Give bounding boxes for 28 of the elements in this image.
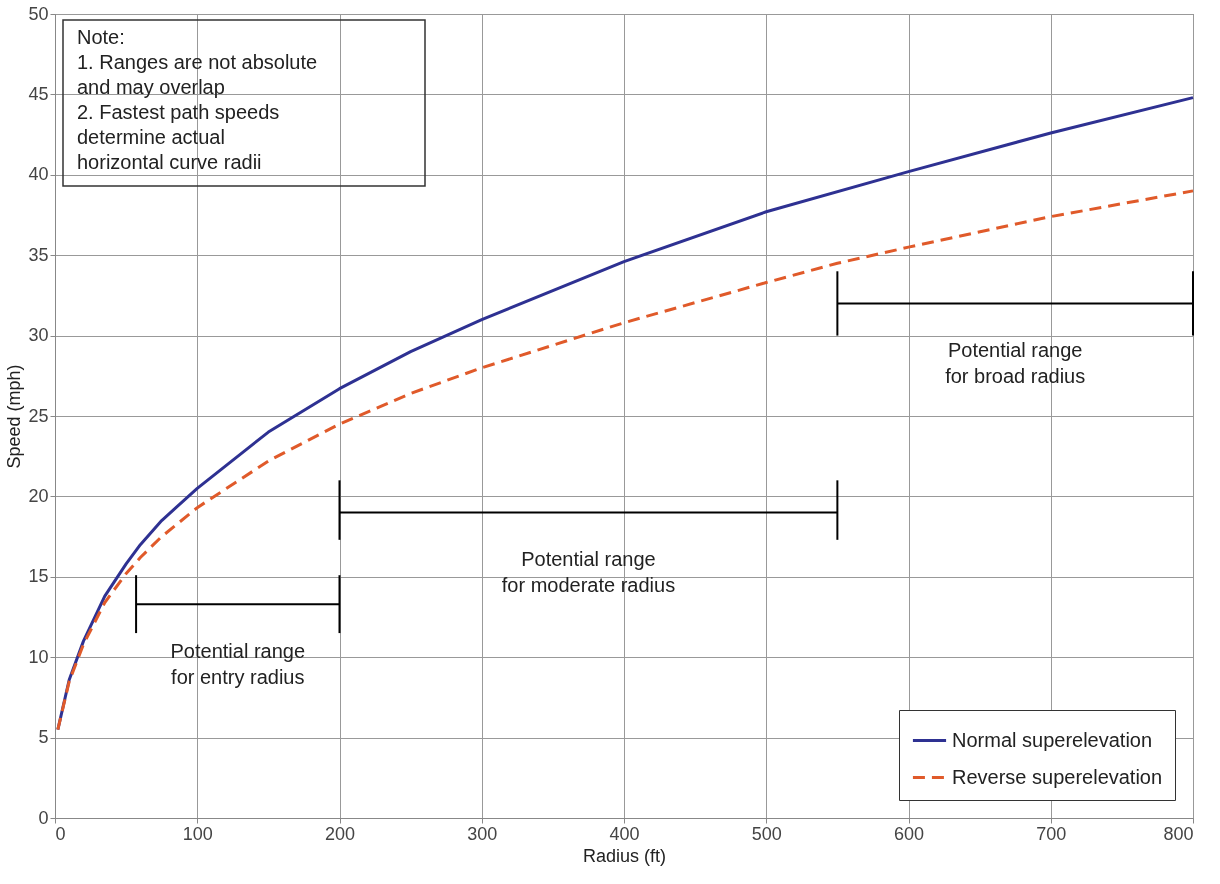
y-tick-label: 25 <box>28 405 49 426</box>
x-tick-label: 200 <box>324 823 356 844</box>
x-tick-label: 500 <box>751 823 782 844</box>
x-tick-label: 0 <box>55 823 66 844</box>
y-tick-label: 45 <box>28 83 49 104</box>
y-tick-label: 50 <box>28 3 49 24</box>
x-axis-title: Radius (ft) <box>582 845 667 866</box>
y-tick-label: 40 <box>28 164 49 185</box>
x-tick-label: 800 <box>1163 823 1194 844</box>
annotation: Potential range for moderate radius <box>501 548 676 597</box>
annotation: Note: 1. Ranges are not absolute and may overlap 2. Fastest path speeds determine actual horizontal curve radii <box>77 26 318 173</box>
legend-label: Normal superelevation <box>952 728 1153 751</box>
y-tick-label: 30 <box>28 325 49 346</box>
y-tick-label: 0 <box>38 807 49 828</box>
x-tick-label: 100 <box>182 823 213 844</box>
x-tick-label: 400 <box>609 823 640 844</box>
y-axis-title: Speed (mph) <box>4 364 25 469</box>
annotation: Potential range for broad radius <box>945 339 1086 388</box>
x-tick-label: 700 <box>1036 823 1067 844</box>
y-tick-label: 35 <box>28 244 49 265</box>
y-tick-label: 5 <box>38 727 49 748</box>
y-tick-label: 20 <box>28 485 49 506</box>
legend-label: Reverse superelevation <box>952 765 1163 788</box>
y-tick-label: 10 <box>28 646 49 667</box>
y-tick-label: 15 <box>28 566 49 587</box>
x-tick-label: 600 <box>893 823 925 844</box>
annotation: Potential range for entry radius <box>170 640 306 689</box>
x-tick-label: 300 <box>467 823 498 844</box>
